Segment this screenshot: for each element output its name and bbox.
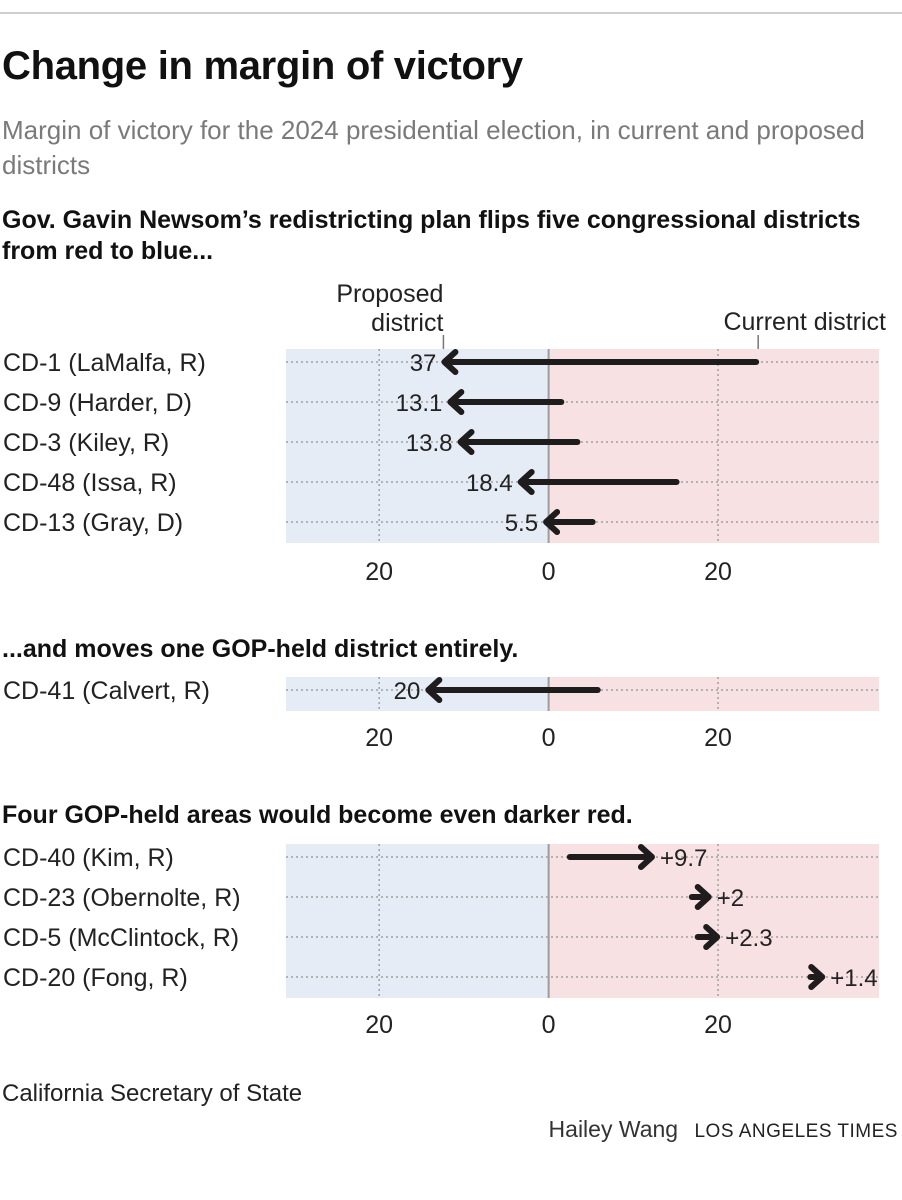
source-note: California Secretary of State bbox=[2, 1080, 303, 1107]
district-label: CD-48 (Issa, R) bbox=[3, 469, 177, 497]
margin-change-label: 20 bbox=[394, 678, 421, 705]
section-heading-flips: Gov. Gavin Newsom’s redistricting plan f… bbox=[2, 206, 861, 265]
tick-label: 20 bbox=[365, 1011, 393, 1039]
margin-change-label: +2.3 bbox=[725, 925, 772, 952]
credit-line: Hailey Wang LOS ANGELES TIMES bbox=[549, 1116, 898, 1143]
page-title: Change in margin of victory bbox=[2, 44, 523, 88]
top-rule bbox=[0, 12, 902, 14]
tick-label: 20 bbox=[704, 1011, 732, 1039]
tick-label: 0 bbox=[542, 724, 556, 752]
margin-change-label: +9.7 bbox=[660, 845, 707, 872]
margin-change-label: 5.5 bbox=[505, 510, 538, 537]
district-label: CD-23 (Obernolte, R) bbox=[3, 884, 241, 912]
change-arrow-head bbox=[694, 884, 712, 910]
author-credit: Hailey Wang bbox=[548, 1116, 679, 1142]
change-arrow-head bbox=[517, 469, 535, 495]
change-arrow-head bbox=[457, 429, 475, 455]
tick-label: 20 bbox=[365, 558, 393, 586]
rep-background-0 bbox=[548, 349, 879, 543]
margin-change-label: 37 bbox=[410, 350, 437, 377]
district-label: CD-13 (Gray, D) bbox=[3, 509, 183, 537]
rep-background-2 bbox=[548, 844, 879, 998]
tick-label: 20 bbox=[365, 724, 393, 752]
proposed-district-annotation-line1: Proposed bbox=[336, 280, 443, 308]
district-label: CD-40 (Kim, R) bbox=[3, 844, 174, 872]
publisher-name: LOS ANGELES TIMES bbox=[694, 1121, 898, 1142]
margin-change-label: 13.8 bbox=[406, 430, 453, 457]
page-subtitle: Margin of victory for the 2024 president… bbox=[2, 115, 865, 180]
dem-background-0 bbox=[286, 349, 549, 543]
margin-change-label: +1.4 bbox=[830, 965, 877, 992]
section-heading-moves: ...and moves one GOP-held district entir… bbox=[2, 635, 519, 663]
proposed-district-annotation-line2: district bbox=[371, 309, 443, 337]
tick-label: 20 bbox=[704, 558, 732, 586]
current-district-annotation: Current district bbox=[723, 308, 886, 336]
change-arrow-head bbox=[808, 964, 826, 990]
tick-label: 0 bbox=[542, 558, 556, 586]
dem-background-1 bbox=[286, 677, 549, 711]
district-label: CD-20 (Fong, R) bbox=[3, 964, 188, 992]
district-label: CD-5 (McClintock, R) bbox=[3, 924, 239, 952]
margin-change-label: +2 bbox=[717, 885, 744, 912]
change-arrow-head bbox=[637, 844, 655, 870]
section-heading-darker: Four GOP-held areas would become even da… bbox=[2, 801, 633, 829]
change-arrow-head bbox=[703, 924, 721, 950]
district-label: CD-1 (LaMalfa, R) bbox=[3, 349, 206, 377]
district-label: CD-41 (Calvert, R) bbox=[3, 677, 210, 705]
change-arrow-head bbox=[543, 509, 561, 535]
tick-label: 0 bbox=[542, 1011, 556, 1039]
change-arrow-head bbox=[447, 389, 465, 415]
tick-label: 20 bbox=[704, 724, 732, 752]
rep-background-1 bbox=[548, 677, 879, 711]
margin-change-label: 18.4 bbox=[466, 470, 513, 497]
margin-change-label: 13.1 bbox=[396, 390, 443, 417]
change-arrow-head bbox=[441, 349, 459, 375]
change-arrow-head bbox=[425, 677, 443, 703]
district-label: CD-9 (Harder, D) bbox=[3, 389, 192, 417]
dem-background-2 bbox=[286, 844, 549, 998]
district-label: CD-3 (Kiley, R) bbox=[3, 429, 169, 457]
